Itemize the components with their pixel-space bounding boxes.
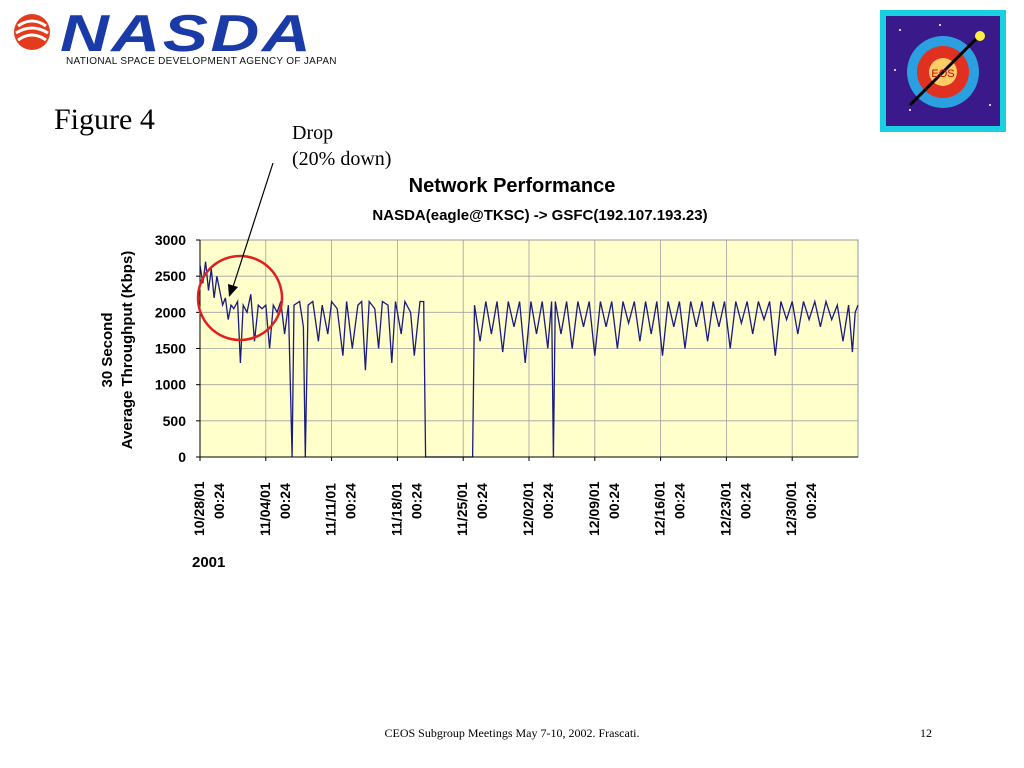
y-tick-label: 0 (178, 449, 186, 465)
nasda-emblem (14, 14, 50, 50)
page-number: 12 (920, 726, 932, 740)
x-tick-label: 12/23/01 00:24 (717, 481, 753, 536)
x-tick-time: 00:24 (474, 483, 490, 519)
x-tick-label: 12/09/01 00:24 (586, 481, 622, 536)
nasda-logo-text: NASDA (60, 5, 314, 63)
x-tick-time: 00:24 (211, 483, 227, 519)
y-tick-label: 2500 (155, 268, 186, 284)
x-tick-time: 00:24 (343, 483, 359, 519)
annotation-arrow-line (231, 162, 274, 291)
x-tick-date: 10/28/01 (191, 481, 207, 536)
x-axis-label-year: 2001 (192, 554, 226, 571)
x-tick-label: 11/04/01 00:24 (257, 482, 293, 536)
eos-badge: EOS (880, 10, 1006, 132)
footer-text: CEOS Subgroup Meetings May 7-10, 2002. F… (384, 726, 640, 740)
x-tick-date: 12/02/01 (520, 481, 536, 536)
y-tick-label: 1000 (155, 377, 186, 393)
drop-annotation-line1: Drop (292, 122, 334, 144)
eos-badge-graphic: EOS (886, 16, 1000, 126)
x-tick-date: 11/18/01 (388, 482, 404, 536)
x-tick-label: 11/18/01 00:24 (388, 482, 424, 536)
x-tick-time: 00:24 (737, 483, 753, 519)
drop-highlight-circle (196, 254, 284, 342)
series-line-throughput (199, 261, 859, 458)
drop-annotation-line2: (20% down) (292, 148, 392, 170)
y-tick-label: 2000 (155, 304, 186, 320)
x-tick-label: 12/30/01 00:24 (783, 481, 819, 536)
drop-annotation: Drop (20% down) (292, 120, 391, 172)
eos-badge-text: EOS (931, 68, 954, 80)
x-tick-date: 12/09/01 (586, 481, 602, 536)
chart-subtitle: NASDA(eagle@TKSC) -> GSFC(192.107.193.23… (372, 207, 708, 224)
x-tick-date: 11/04/01 (257, 482, 273, 536)
x-tick-label: 10/28/01 00:24 (191, 481, 227, 536)
x-tick-time: 00:24 (803, 483, 819, 519)
x-tick-label: 12/02/01 00:24 (520, 481, 556, 536)
x-tick-label: 12/16/01 00:24 (652, 481, 688, 536)
x-tick-label: 11/25/01 00:24 (454, 482, 490, 536)
x-tick-time: 00:24 (408, 483, 424, 519)
x-tick-time: 00:24 (277, 483, 293, 519)
x-tick-time: 00:24 (540, 483, 556, 519)
x-tick-time: 00:24 (606, 483, 622, 519)
y-tick-label: 1500 (155, 341, 186, 357)
x-tick-date: 11/11/01 (323, 483, 339, 536)
x-tick-date: 12/30/01 (783, 481, 799, 536)
x-tick-time: 00:24 (672, 483, 688, 519)
y-tick-label: 3000 (155, 232, 186, 248)
x-tick-label: 11/11/01 00:24 (323, 483, 359, 536)
y-tick-label: 500 (163, 413, 187, 429)
annotation-arrow-head (228, 284, 238, 297)
x-tick-date: 11/25/01 (454, 482, 470, 536)
chart-title: Network Performance (408, 175, 616, 197)
figure-title: Figure 4 (54, 103, 155, 136)
x-tick-date: 12/23/01 (717, 481, 733, 536)
agency-name: NATIONAL SPACE DEVELOPMENT AGENCY OF JAP… (66, 56, 337, 67)
x-tick-date: 12/16/01 (652, 481, 668, 536)
